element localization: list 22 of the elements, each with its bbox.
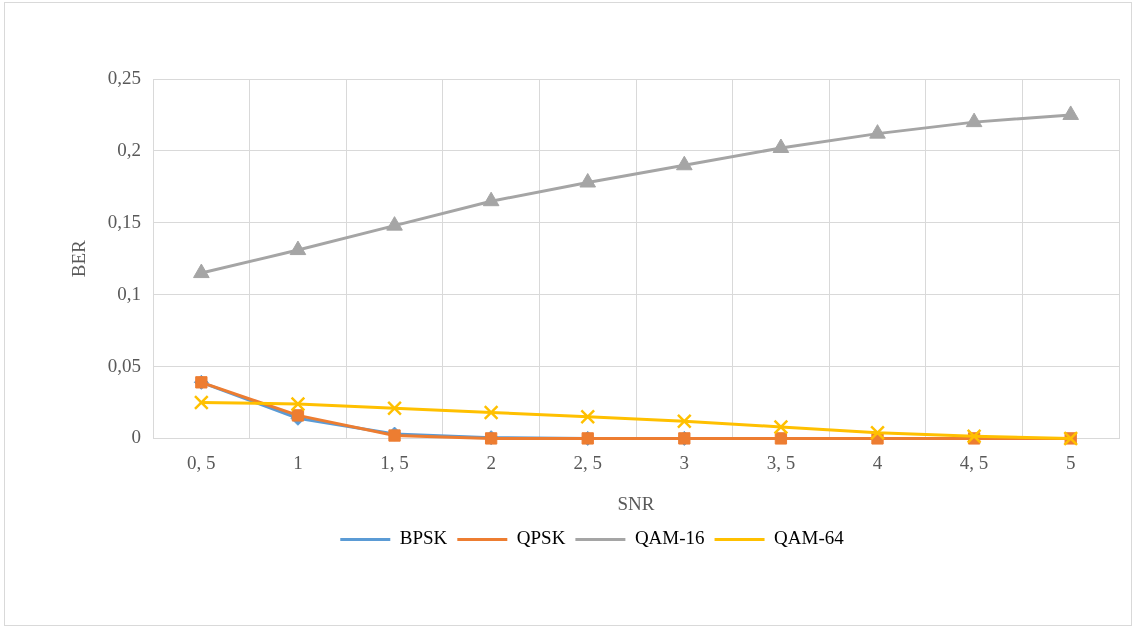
- x-tick-label: 1: [293, 451, 303, 473]
- y-tick-label: 0,2: [117, 138, 142, 160]
- y-tick-label: 0,05: [107, 354, 142, 376]
- legend-label: QPSK: [516, 527, 566, 549]
- y-axis-title: BER: [68, 239, 90, 278]
- legend-label: QAM-64: [774, 527, 845, 549]
- x-tick-label: 5: [1065, 451, 1076, 473]
- y-tick-label: 0,15: [107, 210, 142, 232]
- x-tick-label: 3: [679, 451, 690, 473]
- x-tick-label: 4: [872, 451, 883, 473]
- x-tick-label: 4, 5: [959, 451, 989, 473]
- x-tick-label: 1, 5: [380, 451, 409, 473]
- x-tick-label: 2: [486, 451, 496, 473]
- legend-label: BPSK: [399, 527, 448, 549]
- x-tick-label: 3, 5: [766, 451, 796, 473]
- y-tick-label: 0,25: [107, 66, 142, 88]
- x-tick-label: 0, 5: [187, 451, 216, 473]
- y-tick-label: 0: [131, 426, 142, 448]
- x-axis-title: SNR: [617, 492, 655, 514]
- y-tick-label: 0,1: [117, 282, 142, 304]
- x-tick-label: 2, 5: [573, 451, 602, 473]
- legend-label: QAM-16: [634, 527, 705, 549]
